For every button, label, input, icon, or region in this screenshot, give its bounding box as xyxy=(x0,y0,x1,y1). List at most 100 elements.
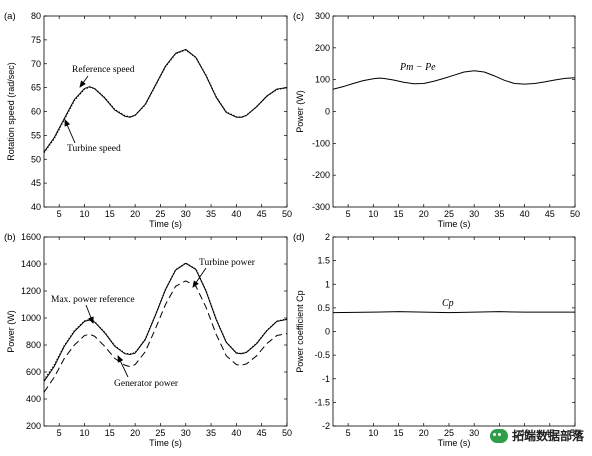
x-tick-label: 40 xyxy=(231,209,241,219)
x-tick-label: 5 xyxy=(346,428,351,438)
x-tick-label: 10 xyxy=(79,209,89,219)
y-tick-label: 1000 xyxy=(21,313,41,323)
y-tick-label: 80 xyxy=(31,11,41,21)
y-tick-label: 1.5 xyxy=(317,256,330,266)
y-tick-label: -100 xyxy=(312,138,330,148)
x-tick-label: 5 xyxy=(346,209,351,219)
y-tick-label: 2 xyxy=(325,232,330,242)
annotation-cp: Cp xyxy=(442,298,454,309)
y-tick-label: 0 xyxy=(325,327,330,337)
x-tick-label: 30 xyxy=(181,428,191,438)
plot-frame xyxy=(43,236,288,427)
x-tick-label: 45 xyxy=(545,209,555,219)
y-tick-label: 50 xyxy=(31,154,41,164)
x-tick-label: 20 xyxy=(419,209,429,219)
arrow-generator-power xyxy=(117,355,129,378)
y-tick-label: -300 xyxy=(312,202,330,212)
x-tick-label: 25 xyxy=(444,428,454,438)
arrow-turbine-power xyxy=(192,267,207,288)
x-tick-label: 25 xyxy=(155,428,165,438)
x-tick-label: 10 xyxy=(368,209,378,219)
x-tick-label: 25 xyxy=(155,209,165,219)
x-tick-label: 35 xyxy=(494,209,504,219)
y-tick-label: -1.5 xyxy=(314,397,330,407)
y-tick-label: 200 xyxy=(26,421,41,431)
x-tick-label: 30 xyxy=(181,209,191,219)
x-tick-label: 50 xyxy=(282,428,292,438)
x-axis-label: Time (s) xyxy=(149,219,182,229)
x-tick-label: 20 xyxy=(130,209,140,219)
x-tick-label: 40 xyxy=(520,428,530,438)
chart-panel-2: 5 10 15 20 25 30 35 40 45 50 200 400 600 800 1000 1200 1… xyxy=(4,232,292,448)
x-axis-label: Time (s) xyxy=(438,219,471,229)
x-tick-label: 50 xyxy=(570,209,580,219)
annotation-turbine-power: Turbine power xyxy=(199,258,256,268)
y-axis-label: Power (W) xyxy=(295,90,305,133)
y-tick-label: 45 xyxy=(31,178,41,188)
annotation-reference-speed: Reference speed xyxy=(72,64,135,75)
x-tick-label: 30 xyxy=(469,428,479,438)
x-tick-label: 10 xyxy=(368,428,378,438)
annotation-generator-power: Generator power xyxy=(114,379,179,389)
x-tick-label: 5 xyxy=(57,209,62,219)
x-tick-label: 15 xyxy=(394,428,404,438)
x-axis-label: Time (s) xyxy=(438,438,471,448)
y-tick-label: 400 xyxy=(26,394,41,404)
plot-frame xyxy=(332,236,576,427)
x-tick-label: 50 xyxy=(282,209,292,219)
y-tick-label: 300 xyxy=(315,11,330,21)
y-tick-label: 1 xyxy=(325,279,330,289)
y-axis-label: Power (W) xyxy=(6,310,16,353)
x-tick-label: 45 xyxy=(545,428,555,438)
y-tick-label: -1 xyxy=(322,374,330,384)
y-tick-label: 0 xyxy=(325,107,330,117)
arrow-reference-speed xyxy=(79,75,89,88)
y-tick-label: 55 xyxy=(31,130,41,140)
x-tick-label: 20 xyxy=(419,428,429,438)
panels: 5 10 15 20 25 30 35 40 45 50404550556065707580Tim… xyxy=(4,11,580,448)
series-line-0 xyxy=(332,311,575,314)
arrow-max-power-reference xyxy=(85,304,94,324)
series-line-2 xyxy=(43,280,288,393)
y-tick-label: 75 xyxy=(31,35,41,45)
y-tick-label: 800 xyxy=(26,340,41,350)
y-tick-label: 70 xyxy=(31,59,41,69)
x-tick-label: 15 xyxy=(105,428,115,438)
y-tick-label: 60 xyxy=(31,107,41,117)
y-tick-label: 65 xyxy=(31,83,41,93)
x-tick-label: 30 xyxy=(469,209,479,219)
x-tick-label: 45 xyxy=(257,209,267,219)
series-line-0 xyxy=(43,262,288,382)
panel-label: (b) xyxy=(4,232,16,243)
watermark-text: 拓端数据部落 xyxy=(511,429,584,443)
x-tick-label: 40 xyxy=(231,428,241,438)
y-axis-label: Power coefficient Cp xyxy=(295,290,305,372)
y-tick-label: 1400 xyxy=(21,259,41,269)
x-tick-label: 5 xyxy=(57,428,62,438)
x-tick-label: 15 xyxy=(105,209,115,219)
x-axis-label: Time (s) xyxy=(149,438,182,448)
x-tick-label: 45 xyxy=(257,428,267,438)
y-tick-label: 1200 xyxy=(21,286,41,296)
y-tick-label: -200 xyxy=(312,170,330,180)
panel-label: (d) xyxy=(293,232,305,243)
panel-label: (c) xyxy=(293,11,304,22)
annotation-max-power-reference: Max. power reference xyxy=(51,294,135,305)
series-line-1 xyxy=(43,49,288,153)
x-tick-label: 25 xyxy=(444,209,454,219)
y-tick-label: -0.5 xyxy=(314,350,330,360)
plot-frame xyxy=(332,15,576,208)
x-tick-label: 35 xyxy=(206,209,216,219)
x-tick-label: 35 xyxy=(206,428,216,438)
y-axis-label: Rotation speed (rad/sec) xyxy=(6,62,16,161)
chart-panel-0: 5 10 15 20 25 30 35 40 45 50 40 45 50 55 60 65 70 75 80 Tim… xyxy=(4,11,292,229)
y-tick-label: -2 xyxy=(322,421,330,431)
chart-panel-3: 5101520253035404550-2-1.5-1-0.500.511.52… xyxy=(293,232,580,448)
watermark: 拓端数据部落 xyxy=(489,427,584,444)
x-tick-label: 20 xyxy=(130,428,140,438)
panel-label: (a) xyxy=(4,11,16,22)
chart-panel-1: 5 10 15 20 25 30 35 40 45 50 -300 -200 -100 0 100 200 30… xyxy=(293,11,580,229)
x-tick-label: 40 xyxy=(520,209,530,219)
series-line-1 xyxy=(43,262,288,381)
